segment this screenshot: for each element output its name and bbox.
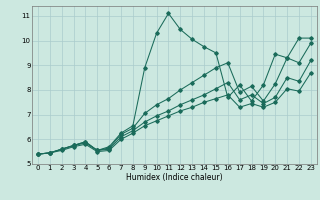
X-axis label: Humidex (Indice chaleur): Humidex (Indice chaleur)	[126, 173, 223, 182]
